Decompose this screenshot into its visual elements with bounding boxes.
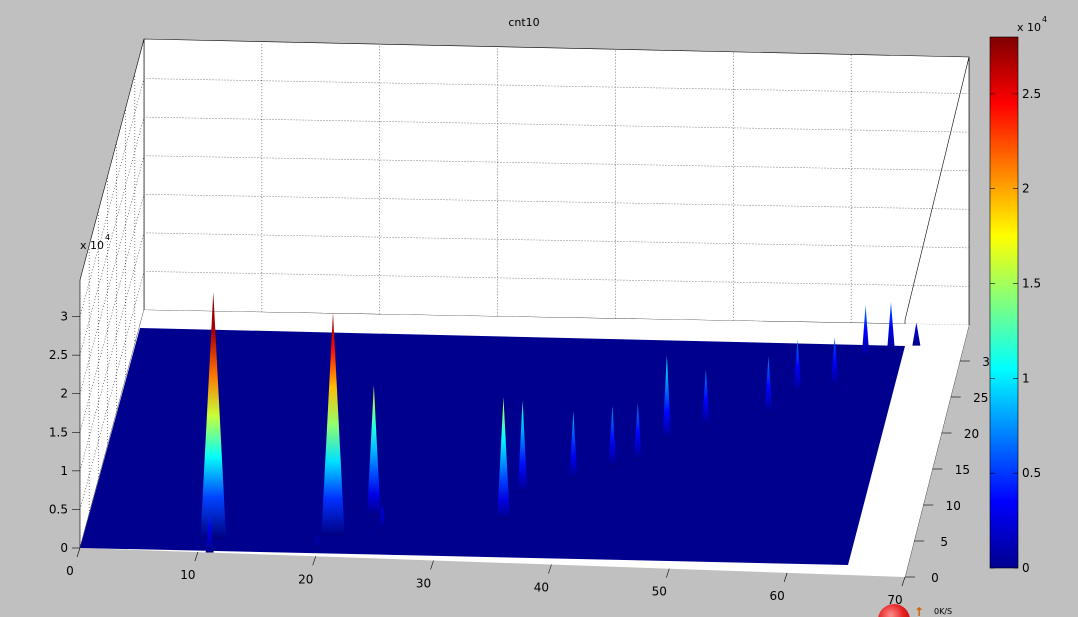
x-tick-mark [783, 572, 788, 582]
colorbar-tick-label: 1 [1022, 371, 1030, 385]
x-tick-label: 0 [66, 564, 74, 578]
colorbar-tick-label: 1.5 [1022, 277, 1041, 291]
colorbar-tick-label: 0 [1022, 561, 1030, 575]
surface-peak [764, 356, 773, 415]
colorbar-exponent-label: x 104 [1017, 15, 1047, 34]
z-tick-label: 1 [60, 464, 68, 478]
x-tick-mark [901, 576, 906, 587]
surface-peak [886, 302, 895, 353]
surface-peak [830, 337, 839, 388]
x-tick-label: 70 [887, 593, 902, 607]
surface-peak [313, 533, 322, 550]
colorbar-ticks: 0 0.5 1 1.5 2 2.5 [990, 87, 1041, 575]
speed-ball-icon [878, 604, 910, 617]
y-tick-label: 25 [973, 391, 988, 405]
x-tick-mark [76, 547, 81, 558]
surface-peak [517, 400, 528, 493]
x-axis-ticks: 0 10 20 30 40 50 60 70 [66, 547, 906, 607]
grid-line-z [79, 232, 970, 471]
surface-peak [662, 355, 672, 441]
surface-peak [367, 385, 381, 517]
y-tick-label: 5 [940, 535, 948, 549]
chart-title: cnt10 [508, 16, 539, 29]
surface-peak [200, 291, 227, 539]
colorbar-tick-label: 2 [1022, 182, 1030, 196]
z-tick-label: 0 [60, 541, 68, 555]
surface-peak [633, 402, 642, 461]
z-exponent-label: x 104 [80, 233, 110, 252]
grid-line-z [79, 193, 970, 433]
surface-peaks [200, 291, 921, 553]
y-tick-label: 0 [931, 571, 939, 585]
colorbar: 0 0.5 1 1.5 2 2.5 x 104 [989, 15, 1047, 575]
grid-line-z [79, 155, 970, 394]
x-tick-mark [666, 568, 670, 578]
x-tick-label: 30 [416, 576, 431, 590]
colorbar-scale [989, 36, 1019, 569]
x-tick-label: 50 [652, 585, 667, 599]
x-tick-mark [312, 556, 316, 566]
surface-peak [608, 405, 617, 468]
surface-peak [861, 305, 870, 360]
x-tick-mark [430, 560, 434, 570]
z-tick-label: 2 [60, 387, 68, 401]
surface-plane [80, 328, 905, 565]
surface-peak [321, 312, 345, 536]
surface-peak [377, 503, 386, 531]
z-tick-label: 1.5 [49, 425, 68, 439]
x-tick-mark [548, 564, 552, 574]
grid-line-z [79, 271, 970, 510]
grid-line-z [79, 116, 970, 356]
surface-peak [497, 397, 510, 521]
z-axis-ticks: 0 0.5 1 1.5 2 2.5 3 [49, 310, 80, 555]
z-tick-label: 0.5 [49, 502, 68, 516]
upload-arrow-icon: ↑ [914, 605, 925, 617]
back-wall [143, 38, 970, 326]
grid-line-z [79, 78, 970, 317]
y-tick-label: 20 [964, 427, 979, 441]
surface-peak [701, 369, 710, 427]
surface-peak [205, 513, 214, 553]
colorbar-tick-label: 2.5 [1022, 87, 1041, 101]
x-tick-label: 60 [770, 589, 785, 603]
x-tick-label: 40 [534, 581, 549, 595]
speed-text: 0K/S [934, 607, 953, 616]
surface-peak [793, 339, 802, 394]
x-tick-label: 10 [180, 568, 195, 582]
x-tick-label: 20 [298, 572, 313, 586]
y-tick-label: 15 [955, 463, 970, 477]
z-tick-label: 3 [60, 310, 68, 324]
network-speed-badge[interactable]: ↑ 0K/S [878, 602, 970, 617]
y-tick-label: 10 [946, 499, 961, 513]
z-tick-label: 2.5 [49, 348, 68, 362]
surface-peak [912, 322, 921, 346]
surface-peak [569, 410, 578, 481]
x-tick-mark [194, 552, 199, 562]
colorbar-tick-label: 0.5 [1022, 466, 1041, 480]
